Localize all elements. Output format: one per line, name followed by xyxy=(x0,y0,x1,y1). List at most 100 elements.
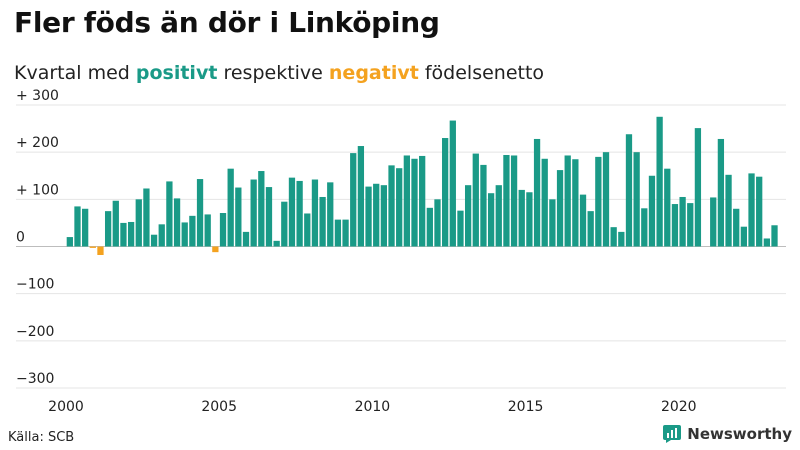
bar xyxy=(189,215,196,247)
bar xyxy=(196,179,204,247)
bar xyxy=(365,186,372,247)
bar xyxy=(602,152,610,247)
bar xyxy=(763,238,770,247)
bar xyxy=(556,170,564,247)
y-tick-label: −300 xyxy=(16,371,54,387)
bar xyxy=(357,146,365,247)
y-tick-label: −100 xyxy=(16,277,54,293)
y-tick-label: −200 xyxy=(16,324,54,340)
bar xyxy=(411,158,418,247)
y-tick-label: 0 xyxy=(16,230,25,246)
bar xyxy=(334,219,342,247)
bar xyxy=(74,206,81,247)
bar xyxy=(756,176,763,247)
bar xyxy=(127,221,135,247)
bar xyxy=(564,155,571,247)
bar xyxy=(273,240,280,247)
bar xyxy=(403,155,410,247)
bar xyxy=(166,181,173,247)
bar xyxy=(219,213,227,247)
newsworthy-logo-icon xyxy=(663,425,682,443)
x-tick-label: 2000 xyxy=(48,399,84,415)
bar xyxy=(641,208,648,247)
bar xyxy=(135,199,142,247)
bar xyxy=(733,208,740,247)
chart-subtitle: Kvartal med positivt respektive negativt… xyxy=(14,62,544,84)
bar xyxy=(518,189,525,247)
bar xyxy=(671,204,679,247)
bar xyxy=(281,201,288,247)
bar xyxy=(143,188,150,247)
bar xyxy=(449,120,456,247)
axis-labels: + 300 + 200 + 100 0 −100 −200 −300 2000 2005 2010… xyxy=(16,88,697,415)
y-tick-label: + 300 xyxy=(16,88,59,104)
x-tick-label: 2010 xyxy=(355,399,391,415)
bar xyxy=(464,185,472,247)
bar xyxy=(419,155,426,247)
bar xyxy=(319,196,326,247)
bar xyxy=(457,210,464,247)
bar xyxy=(327,182,334,247)
bar xyxy=(396,168,403,247)
bar xyxy=(618,231,625,247)
bar xyxy=(296,180,303,247)
bar xyxy=(442,138,449,247)
bar xyxy=(181,222,188,247)
bar xyxy=(212,246,219,253)
bar xyxy=(687,203,694,247)
bar xyxy=(487,193,495,247)
bar xyxy=(748,173,755,247)
bar xyxy=(311,179,319,247)
y-tick-label: + 100 xyxy=(16,182,59,198)
bar xyxy=(258,171,265,247)
x-tick-label: 2020 xyxy=(661,399,697,415)
bar xyxy=(579,194,587,247)
x-tick-label: 2015 xyxy=(508,399,544,415)
bar xyxy=(526,192,533,247)
bar xyxy=(380,185,388,247)
bar xyxy=(503,155,510,247)
bar xyxy=(112,200,119,247)
subtitle-prefix: Kvartal med xyxy=(14,62,136,84)
bar xyxy=(265,187,273,247)
bar xyxy=(97,246,104,255)
bar xyxy=(373,183,380,247)
bar xyxy=(158,224,165,247)
bar xyxy=(66,237,73,247)
bar xyxy=(541,158,548,247)
bar xyxy=(771,225,778,247)
source-note: Källa: SCB xyxy=(8,430,75,445)
subtitle-negative-word: negativt xyxy=(328,62,419,84)
bar xyxy=(717,138,725,247)
bars xyxy=(66,116,778,255)
bar xyxy=(250,179,257,247)
bar xyxy=(120,222,127,247)
bar xyxy=(242,231,250,247)
bar xyxy=(89,246,96,248)
bar xyxy=(710,197,717,247)
bar xyxy=(648,175,656,247)
chart-title: Fler föds än dör i Linköping xyxy=(14,6,440,39)
bar xyxy=(288,177,296,247)
bar xyxy=(625,134,633,247)
bar xyxy=(204,214,211,247)
bar xyxy=(426,207,433,247)
bar xyxy=(472,153,479,247)
newsworthy-brand: Newsworthy xyxy=(663,425,792,443)
bar xyxy=(610,227,617,247)
bar xyxy=(104,211,112,247)
bar xyxy=(173,198,181,247)
bar xyxy=(495,185,502,247)
bar xyxy=(679,196,686,247)
bar xyxy=(549,199,556,247)
subtitle-suffix: födelsenetto xyxy=(418,62,545,84)
bar xyxy=(633,152,640,247)
bar xyxy=(533,138,541,247)
bar xyxy=(587,211,594,247)
bar xyxy=(595,156,602,247)
bar xyxy=(150,234,158,247)
bar xyxy=(694,128,702,247)
bar xyxy=(510,155,518,247)
bar xyxy=(235,187,242,247)
